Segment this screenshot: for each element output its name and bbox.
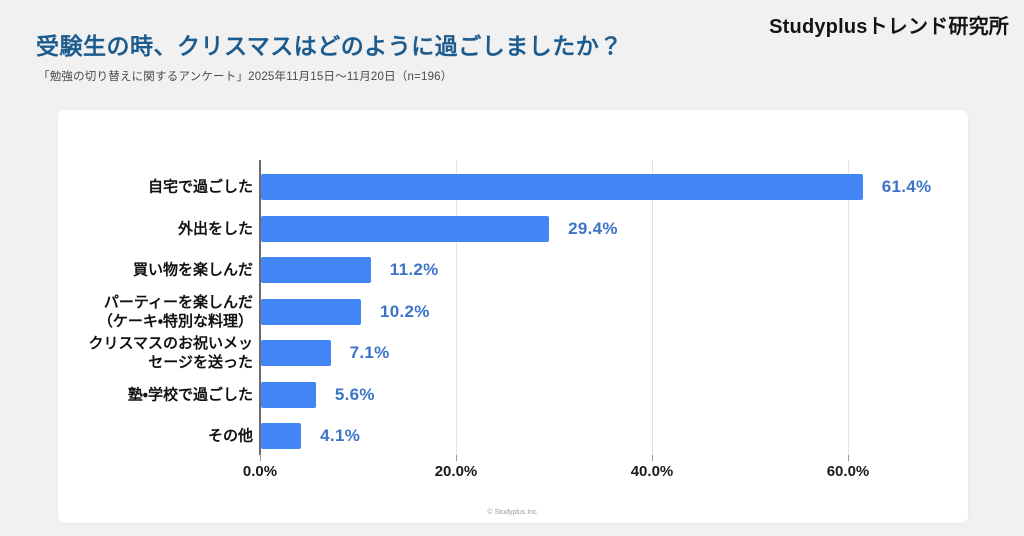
gridline (652, 160, 653, 455)
x-axis-tick-label: 40.0% (630, 463, 674, 480)
value-label: 11.2% (389, 260, 439, 279)
category-label: 買い物を楽しんだ (132, 261, 253, 279)
x-axis-tick (456, 455, 457, 461)
category-label: その他 (207, 427, 253, 445)
bar (261, 298, 361, 325)
bar (261, 174, 863, 200)
studyplus-logo: Studyplusトレンド研究所 (769, 16, 1009, 38)
bar (261, 423, 302, 449)
x-axis-tick (848, 455, 849, 461)
y-axis-line (259, 160, 261, 455)
bar (261, 215, 550, 242)
bar-chart: 0.0% 20.0% 40.0% 60.0% 自宅で過ごした 61.4% 外出をした 29.4… (58, 110, 968, 523)
x-axis-tick (260, 455, 261, 461)
category-label: 外出をした (177, 220, 253, 237)
bar (261, 257, 371, 283)
gridline (848, 160, 849, 455)
chart-card: 0.0% 20.0% 40.0% 60.0% 自宅で過ごした 61.4% 外出をした 29.4… (58, 110, 968, 523)
category-label: 塾・学校で過ごした (127, 386, 253, 403)
x-axis-tick-label: 20.0% (434, 463, 478, 480)
survey-subtitle: 「勉強の切り替えに関するアンケート」2025年11月15日～11月20日（n=1… (38, 71, 453, 83)
x-axis-tick-label: 0.0% (242, 463, 278, 480)
bar (261, 381, 316, 408)
value-label: 10.2% (379, 301, 430, 321)
category-label: 自宅で過ごした (147, 178, 253, 196)
value-label: 61.4% (881, 177, 932, 196)
category-label: クリスマスのお祝いメッ セージを送った (88, 335, 253, 371)
x-axis-tick-label: 60.0% (826, 463, 870, 480)
page-title: 受験生の時、クリスマスはどのように過ごしましたか？ (36, 33, 623, 59)
bar (261, 340, 331, 366)
copyright-text: © Studyplus Inc. (487, 509, 539, 516)
x-axis-tick (652, 455, 653, 461)
value-label: 4.1% (320, 426, 361, 445)
value-label: 5.6% (334, 384, 375, 404)
category-label: パーティーを楽しんだ （ケーキ・特別な料理） (97, 293, 253, 330)
gridline (456, 160, 457, 455)
value-label: 29.4% (568, 218, 618, 238)
value-label: 7.1% (349, 343, 390, 362)
